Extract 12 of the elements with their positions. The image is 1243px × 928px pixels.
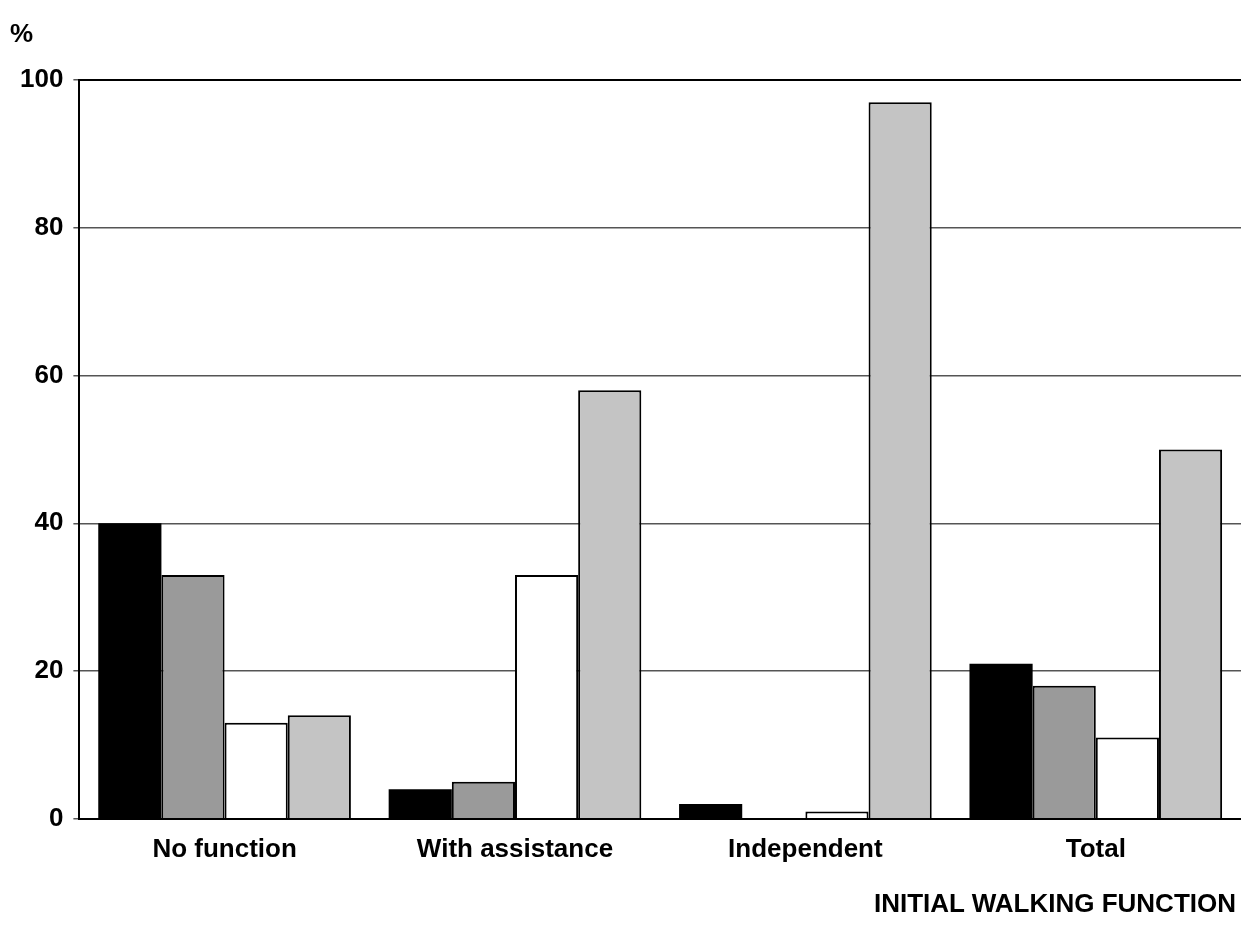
y-tick-label: 80 bbox=[34, 210, 64, 241]
x-tick-label: No function bbox=[152, 832, 297, 863]
x-axis-title: INITIAL WALKING FUNCTION bbox=[873, 888, 1236, 918]
y-tick-label: 20 bbox=[34, 654, 64, 685]
x-tick-label: With assistance bbox=[416, 832, 614, 863]
x-tick-label: Total bbox=[1065, 832, 1126, 863]
y-axis-title: % bbox=[10, 18, 34, 48]
y-tick-label: 60 bbox=[34, 358, 64, 389]
y-tick-label: 0 bbox=[48, 801, 64, 832]
y-tick-label: 100 bbox=[19, 63, 64, 94]
y-tick-label: 40 bbox=[34, 506, 64, 537]
x-tick-label: Independent bbox=[728, 832, 884, 863]
